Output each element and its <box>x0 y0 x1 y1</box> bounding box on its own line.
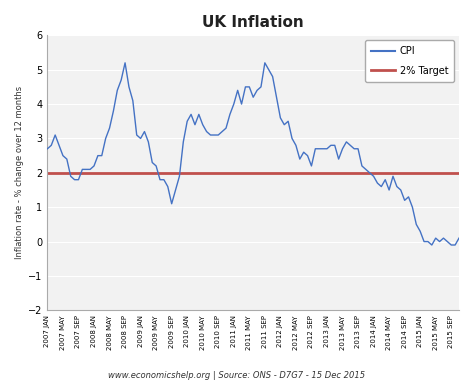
Legend: CPI, 2% Target: CPI, 2% Target <box>365 40 454 82</box>
Y-axis label: Inflation rate - % change over 12 months: Inflation rate - % change over 12 months <box>15 86 24 260</box>
Text: www.economicshelp.org | Source: ONS - D7G7 - 15 Dec 2015: www.economicshelp.org | Source: ONS - D7… <box>109 371 365 380</box>
Title: UK Inflation: UK Inflation <box>202 15 304 30</box>
